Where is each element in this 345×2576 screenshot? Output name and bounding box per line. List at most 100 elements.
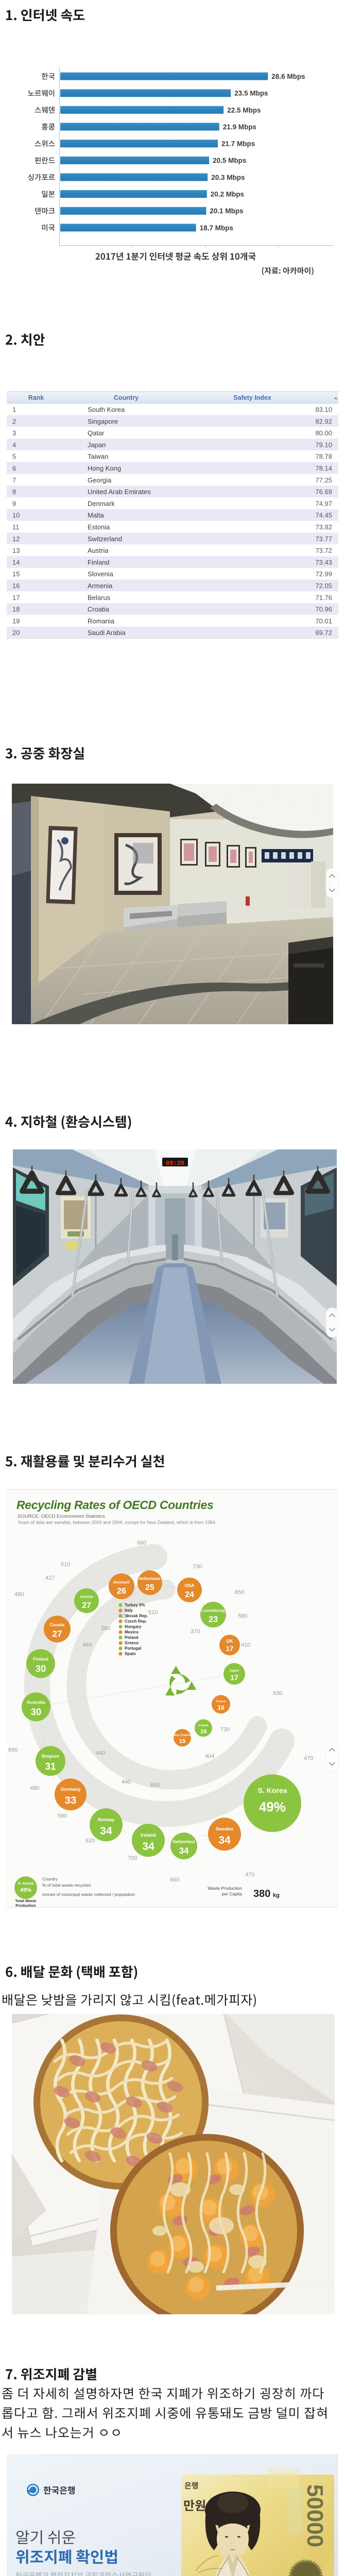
svg-text:440: 440	[122, 1779, 131, 1785]
svg-text:49%: 49%	[259, 1799, 286, 1815]
svg-text:510: 510	[61, 1562, 70, 1568]
svg-text:730: 730	[193, 1564, 202, 1570]
svg-text:10: 10	[12, 512, 20, 519]
svg-text:Total Waste: Total Waste	[15, 1899, 36, 1903]
svg-text:370: 370	[191, 1629, 200, 1635]
svg-text:Austria: Austria	[88, 547, 109, 554]
svg-text:Austria: Austria	[80, 1595, 94, 1599]
svg-text:440: 440	[96, 1750, 105, 1756]
svg-text:380: 380	[253, 1888, 270, 1900]
svg-text:50000: 50000	[302, 2484, 327, 2547]
svg-text:660: 660	[137, 1540, 146, 1546]
svg-text:650: 650	[150, 1782, 160, 1788]
svg-text:77.25: 77.25	[315, 476, 332, 484]
svg-text:Country: Country	[114, 394, 139, 401]
svg-text:Iceland: Iceland	[199, 1724, 209, 1727]
svg-text:Norway: Norway	[98, 1817, 115, 1822]
svg-text:9: 9	[12, 500, 16, 507]
svg-text:30: 30	[31, 1706, 42, 1717]
svg-text:United Arab Emirates: United Arab Emirates	[88, 488, 151, 496]
svg-text:78.78: 78.78	[315, 453, 332, 461]
svg-text:15: 15	[179, 1738, 185, 1744]
svg-text:Sweden: Sweden	[216, 1826, 233, 1832]
svg-text:Italy: Italy	[125, 1608, 133, 1613]
svg-text:Germany: Germany	[60, 1787, 80, 1792]
svg-text:76.69: 76.69	[315, 488, 332, 496]
svg-text:280: 280	[101, 1625, 110, 1632]
svg-text:3: 3	[12, 429, 16, 437]
svg-text:Denmark: Denmark	[88, 500, 115, 507]
svg-text:Georgia: Georgia	[88, 476, 112, 484]
svg-text:80.00: 80.00	[315, 429, 332, 437]
svg-text:Belgium: Belgium	[42, 1754, 60, 1759]
svg-text:33: 33	[65, 1794, 77, 1806]
svg-text:5: 5	[12, 453, 16, 461]
svg-text:34: 34	[100, 1825, 112, 1837]
svg-text:Switzerland: Switzerland	[88, 535, 122, 543]
svg-text:22.5 Mbps: 22.5 Mbps	[227, 106, 261, 114]
svg-text:21.9 Mbps: 21.9 Mbps	[223, 123, 256, 131]
svg-text:kg: kg	[273, 1892, 280, 1899]
svg-text:15: 15	[12, 570, 20, 578]
svg-text:83.10: 83.10	[315, 406, 332, 414]
svg-text:SOURCE: OECD Environment Stat: SOURCE: OECD Environment Statistics	[18, 1514, 105, 1519]
svg-text:620: 620	[85, 1838, 95, 1844]
svg-text:470: 470	[304, 1755, 313, 1761]
svg-text:Finland: Finland	[88, 558, 110, 566]
svg-text:Slovak Rep.: Slovak Rep.	[125, 1614, 148, 1618]
svg-text:S. Korea: S. Korea	[18, 1881, 34, 1886]
svg-text:31: 31	[45, 1761, 56, 1772]
svg-text:480: 480	[14, 1591, 24, 1598]
svg-text:Country: Country	[42, 1876, 58, 1882]
svg-text:16: 16	[12, 582, 20, 590]
svg-text:Estonia: Estonia	[88, 523, 110, 531]
svg-text:650: 650	[235, 1589, 244, 1596]
svg-text:Portugal: Portugal	[125, 1646, 141, 1651]
svg-text:70.96: 70.96	[315, 605, 332, 613]
svg-text:25: 25	[145, 1583, 154, 1592]
svg-text:Waste Production: Waste Production	[208, 1886, 242, 1891]
svg-text:Recycling Rates of OECD Countr: Recycling Rates of OECD Countries	[16, 1498, 213, 1512]
svg-text:Romania: Romania	[88, 617, 115, 625]
svg-text:34: 34	[218, 1835, 231, 1846]
svg-text:320: 320	[118, 1613, 128, 1619]
svg-text:660: 660	[170, 1877, 179, 1883]
svg-text:Hungary: Hungary	[125, 1624, 142, 1629]
svg-text:Turkey 0%: Turkey 0%	[125, 1603, 145, 1607]
svg-text:Japan: Japan	[230, 1669, 239, 1672]
svg-text:Slovenia: Slovenia	[88, 570, 114, 578]
svg-text:17: 17	[226, 1645, 234, 1653]
svg-text:14: 14	[12, 558, 20, 566]
svg-text:Belarus: Belarus	[88, 594, 111, 601]
svg-text:20.2 Mbps: 20.2 Mbps	[211, 191, 244, 198]
svg-text:S. Korea: S. Korea	[258, 1786, 287, 1794]
svg-text:19: 19	[12, 617, 20, 625]
svg-text:49%: 49%	[20, 1887, 31, 1893]
svg-text:Ireland: Ireland	[141, 1833, 156, 1838]
svg-text:tonnes of municipal waste coll: tonnes of municipal waste collected / po…	[42, 1892, 135, 1897]
svg-text:427: 427	[45, 1575, 55, 1581]
svg-text:Czech Rep.: Czech Rep.	[125, 1619, 147, 1624]
svg-text:18.7 Mbps: 18.7 Mbps	[200, 224, 233, 232]
svg-text:73.72: 73.72	[315, 547, 332, 554]
svg-text:Singapore: Singapore	[88, 417, 118, 425]
svg-text:34: 34	[142, 1841, 154, 1853]
svg-text:404: 404	[205, 1753, 214, 1759]
svg-text:74.97: 74.97	[315, 500, 332, 507]
svg-text:Japan: Japan	[88, 441, 106, 449]
svg-text:470: 470	[245, 1872, 254, 1878]
svg-text:Taiwan: Taiwan	[88, 453, 108, 461]
svg-text:20.5 Mbps: 20.5 Mbps	[213, 157, 246, 164]
svg-text:Production: Production	[15, 1903, 36, 1908]
svg-text:Saudi Arabia: Saudi Arabia	[88, 629, 126, 637]
svg-text:South Korea: South Korea	[88, 406, 125, 414]
svg-text:Greece: Greece	[125, 1641, 139, 1646]
svg-text:700: 700	[128, 1855, 137, 1861]
svg-text:Canada: Canada	[50, 1622, 65, 1627]
svg-text:18: 18	[12, 605, 20, 613]
svg-text:72.99: 72.99	[315, 570, 332, 578]
svg-text:Mexico: Mexico	[125, 1630, 139, 1635]
svg-text:8: 8	[12, 488, 16, 496]
svg-text:70.01: 70.01	[315, 617, 332, 625]
svg-text:21.7 Mbps: 21.7 Mbps	[221, 140, 255, 148]
